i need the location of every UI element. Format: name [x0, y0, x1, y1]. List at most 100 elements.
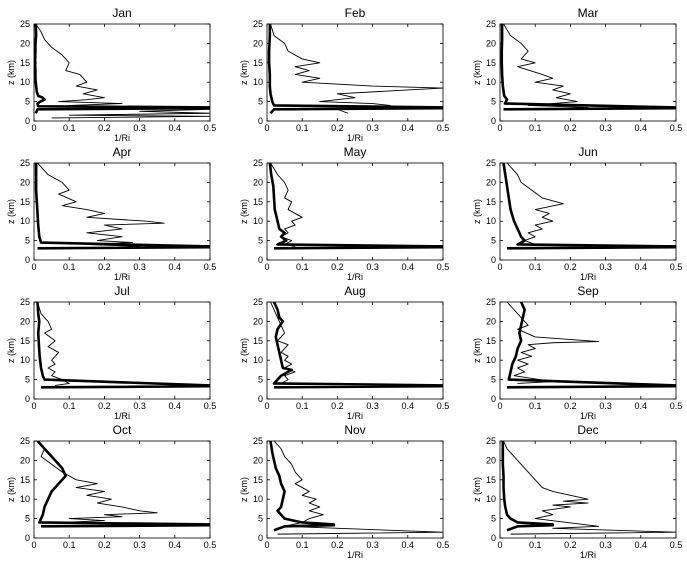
x-tick-label: 0.4: [635, 262, 648, 272]
y-tick-label: 10: [253, 494, 263, 504]
y-axis-label: z (km): [472, 338, 482, 363]
x-tick-label: 0.1: [296, 262, 309, 272]
y-tick-label: 0: [25, 116, 30, 126]
y-tick-label: 20: [253, 38, 263, 48]
y-tick-label: 0: [491, 533, 496, 543]
panel-title: Jan: [112, 6, 131, 20]
series-thin-line: [503, 441, 676, 535]
y-axis-label: z (km): [6, 199, 16, 224]
series-thick-line: [267, 24, 443, 115]
y-tick-label: 0: [258, 116, 263, 126]
series-thin-line: [273, 441, 443, 535]
y-tick-label: 5: [25, 375, 30, 385]
panel-title: Apr: [113, 145, 132, 159]
x-tick-label: 0.3: [366, 123, 379, 133]
series-thin-line: [270, 302, 296, 384]
x-tick-label: 0: [264, 540, 269, 550]
x-tick-label: 0.5: [437, 123, 450, 133]
y-axis-label: z (km): [239, 199, 249, 224]
x-tick-label: 0.1: [63, 123, 76, 133]
x-tick-label: 0.3: [599, 262, 612, 272]
y-tick-label: 0: [491, 255, 496, 265]
y-tick-label: 15: [486, 58, 496, 68]
panel-may: May 0 0.1 0.2 0.3 0.4 0.5 0 5 10 15 20 25 1/Ri z (km): [239, 145, 449, 282]
x-tick-label: 0.4: [169, 262, 182, 272]
series-thick-line: [34, 163, 210, 250]
y-tick-label: 5: [25, 514, 30, 524]
y-tick-label: 0: [258, 394, 263, 404]
y-tick-label: 15: [20, 58, 30, 68]
y-tick-label: 25: [20, 297, 30, 307]
y-tick-label: 5: [25, 97, 30, 107]
y-tick-label: 10: [20, 77, 30, 87]
x-tick-label: 0.2: [331, 401, 344, 411]
y-tick-label: 0: [258, 533, 263, 543]
x-axis-label: 1/Ri: [114, 272, 130, 282]
y-tick-label: 15: [20, 197, 30, 207]
panel-jul: Jul 0 0.1 0.2 0.3 0.4 0.5 0 5 10 15 20 25 1/Ri z (km): [6, 284, 216, 421]
y-tick-label: 15: [253, 475, 263, 485]
x-tick-label: 0.3: [599, 540, 612, 550]
x-tick-label: 0.4: [169, 123, 182, 133]
x-tick-label: 0: [264, 262, 269, 272]
y-axis-label: z (km): [472, 477, 482, 502]
x-tick-label: 0.1: [529, 401, 542, 411]
x-tick-label: 0: [497, 123, 502, 133]
panel-title: Aug: [344, 284, 365, 298]
x-axis-label: 1/Ri: [580, 272, 596, 282]
x-tick-label: 0.3: [133, 262, 146, 272]
panel-title: Sep: [577, 284, 599, 298]
x-tick-label: 0.4: [402, 540, 415, 550]
panel-feb: Feb 0 0.1 0.2 0.3 0.4 0.5 0 5 10 15 20 25 1/Ri z (km): [239, 6, 449, 143]
y-tick-label: 25: [486, 436, 496, 446]
y-tick-label: 5: [491, 97, 496, 107]
x-tick-label: 0: [31, 262, 36, 272]
x-tick-label: 0: [31, 123, 36, 133]
x-tick-label: 0.3: [366, 262, 379, 272]
y-axis-label: z (km): [6, 477, 16, 502]
x-tick-label: 0: [497, 262, 502, 272]
x-tick-label: 0: [31, 401, 36, 411]
y-tick-label: 0: [258, 255, 263, 265]
panel-jan: Jan 0 0.1 0.2 0.3 0.4 0.5 0 5 10 15 20 25 1/Ri z (km): [6, 6, 216, 143]
x-tick-label: 0.5: [437, 401, 450, 411]
panel-title: Mar: [578, 6, 599, 20]
y-tick-label: 10: [253, 216, 263, 226]
y-tick-label: 20: [253, 455, 263, 465]
x-tick-label: 0.1: [63, 540, 76, 550]
y-tick-label: 0: [25, 533, 30, 543]
y-tick-label: 20: [253, 177, 263, 187]
x-tick-label: 0.5: [204, 401, 217, 411]
x-tick-label: 0: [31, 540, 36, 550]
plot-frame: [499, 23, 677, 122]
panel-title: Dec: [577, 423, 598, 437]
series-thin-line: [37, 163, 165, 247]
y-tick-label: 5: [491, 514, 496, 524]
panel-title: Jun: [578, 145, 597, 159]
x-tick-label: 0.2: [331, 540, 344, 550]
y-tick-label: 0: [491, 116, 496, 126]
x-tick-label: 0.4: [635, 123, 648, 133]
panel-title: Oct: [113, 423, 132, 437]
series-thick-line: [268, 163, 443, 250]
panel-title: Nov: [344, 423, 365, 437]
x-tick-label: 0.4: [169, 401, 182, 411]
y-tick-label: 10: [486, 216, 496, 226]
y-tick-label: 20: [486, 38, 496, 48]
x-axis-label: 1/Ri: [580, 411, 596, 421]
plot-frame: [33, 301, 211, 400]
y-tick-label: 25: [486, 297, 496, 307]
series-thick-line: [502, 163, 676, 250]
x-axis-label: 1/Ri: [580, 550, 596, 560]
x-tick-label: 0.2: [564, 262, 577, 272]
series-thin-line: [270, 163, 303, 247]
y-tick-label: 25: [486, 19, 496, 29]
y-axis-label: z (km): [472, 60, 482, 85]
series-thick-line: [269, 441, 336, 532]
x-tick-label: 0.5: [437, 262, 450, 272]
x-axis-label: 1/Ri: [114, 133, 130, 143]
y-tick-label: 25: [20, 436, 30, 446]
x-tick-label: 0.2: [331, 123, 344, 133]
y-tick-label: 20: [20, 177, 30, 187]
